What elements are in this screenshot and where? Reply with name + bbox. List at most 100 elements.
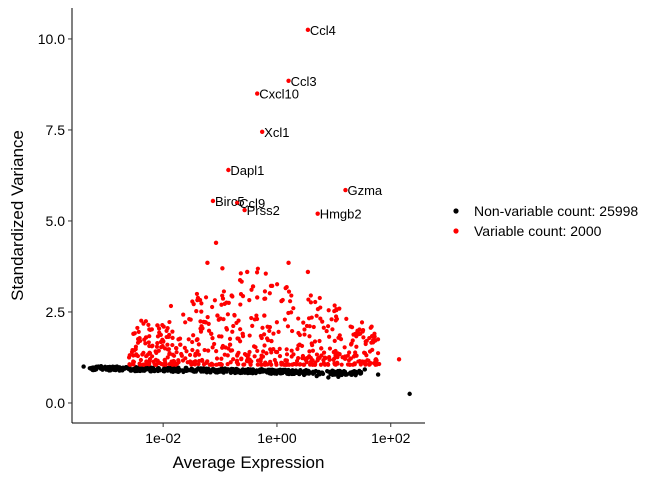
point-series0-0 (81, 364, 86, 369)
background-point (165, 342, 170, 347)
background-point (293, 362, 299, 367)
background-point (347, 350, 352, 355)
background-point (126, 367, 131, 372)
background-point (231, 357, 236, 362)
background-point (309, 341, 314, 346)
background-point (188, 317, 193, 322)
background-point (297, 332, 302, 338)
background-point (242, 362, 247, 367)
point-series0-2 (104, 365, 109, 371)
background-point (161, 367, 167, 372)
point-series0-5 (131, 366, 136, 372)
background-point (374, 362, 379, 367)
background-point (214, 356, 220, 361)
background-point (315, 307, 321, 312)
background-point (307, 349, 312, 354)
gene-label-ccl3: Ccl3 (291, 74, 317, 89)
background-point (234, 320, 239, 326)
background-point (373, 338, 378, 343)
background-point (259, 335, 264, 341)
gene-label-birc5: Birc5 (215, 194, 245, 209)
background-point (198, 319, 203, 324)
background-point (262, 343, 267, 348)
background-point (259, 362, 264, 367)
background-point (274, 371, 279, 376)
background-point (170, 329, 175, 334)
background-point (239, 279, 244, 284)
legend-key-0 (453, 208, 459, 214)
background-point (294, 358, 300, 364)
point-series1-36 (396, 357, 402, 362)
background-point (236, 336, 241, 341)
background-point (134, 353, 139, 358)
point-series1-31 (297, 342, 302, 347)
background-point (284, 369, 290, 374)
background-point (277, 346, 282, 352)
background-point (202, 347, 207, 353)
background-point (254, 270, 260, 275)
background-point (301, 362, 306, 367)
gene-label-ccl4: Ccl4 (310, 23, 336, 38)
point-series1-9 (315, 211, 320, 216)
background-point (155, 323, 160, 328)
background-point (310, 362, 315, 367)
background-point (361, 335, 366, 340)
background-point (263, 271, 268, 276)
background-point (234, 358, 240, 363)
background-point (344, 316, 349, 321)
background-point (320, 371, 326, 376)
background-point (169, 359, 174, 364)
background-point (319, 353, 324, 358)
background-point (285, 324, 291, 329)
background-point (286, 310, 291, 316)
background-point (212, 341, 217, 347)
background-point (99, 365, 104, 370)
background-point (230, 329, 235, 334)
point-series1-17 (229, 293, 234, 298)
background-point (182, 345, 187, 350)
background-point (236, 362, 241, 367)
background-point (307, 334, 312, 339)
background-point (174, 350, 179, 355)
background-point (357, 327, 362, 332)
background-point (365, 358, 370, 363)
background-point (273, 360, 279, 366)
background-point (249, 315, 254, 321)
background-point (262, 332, 267, 337)
background-point (167, 319, 172, 325)
y-tick-label-0: 0.0 (46, 395, 66, 411)
background-point (300, 353, 306, 359)
background-point (219, 334, 224, 339)
background-point (147, 343, 152, 349)
point-series0-7 (155, 367, 160, 373)
background-point (167, 350, 172, 356)
point-series1-29 (240, 331, 245, 337)
background-point (133, 344, 139, 349)
background-point (258, 358, 263, 364)
background-point (291, 352, 296, 357)
background-point (252, 317, 257, 322)
background-point (338, 337, 344, 342)
background-point (126, 355, 132, 360)
background-point (316, 369, 321, 374)
background-point (307, 324, 312, 329)
background-point (362, 361, 367, 366)
point-series1-8 (242, 207, 247, 213)
x-tick-label-1: 1e+00 (257, 430, 297, 446)
point-series0-25 (357, 368, 362, 374)
point-series1-10 (213, 240, 219, 246)
background-point (270, 283, 275, 288)
background-point (263, 360, 268, 365)
x-tick-label-0: 1e-02 (145, 430, 181, 446)
background-point (159, 361, 164, 367)
background-point (368, 325, 373, 330)
point-series1-33 (331, 349, 337, 355)
background-point (131, 362, 136, 367)
background-point (311, 324, 316, 330)
background-point (184, 349, 189, 354)
background-point (171, 362, 176, 367)
background-point (284, 358, 290, 363)
background-point (289, 293, 294, 298)
background-point (372, 334, 377, 339)
